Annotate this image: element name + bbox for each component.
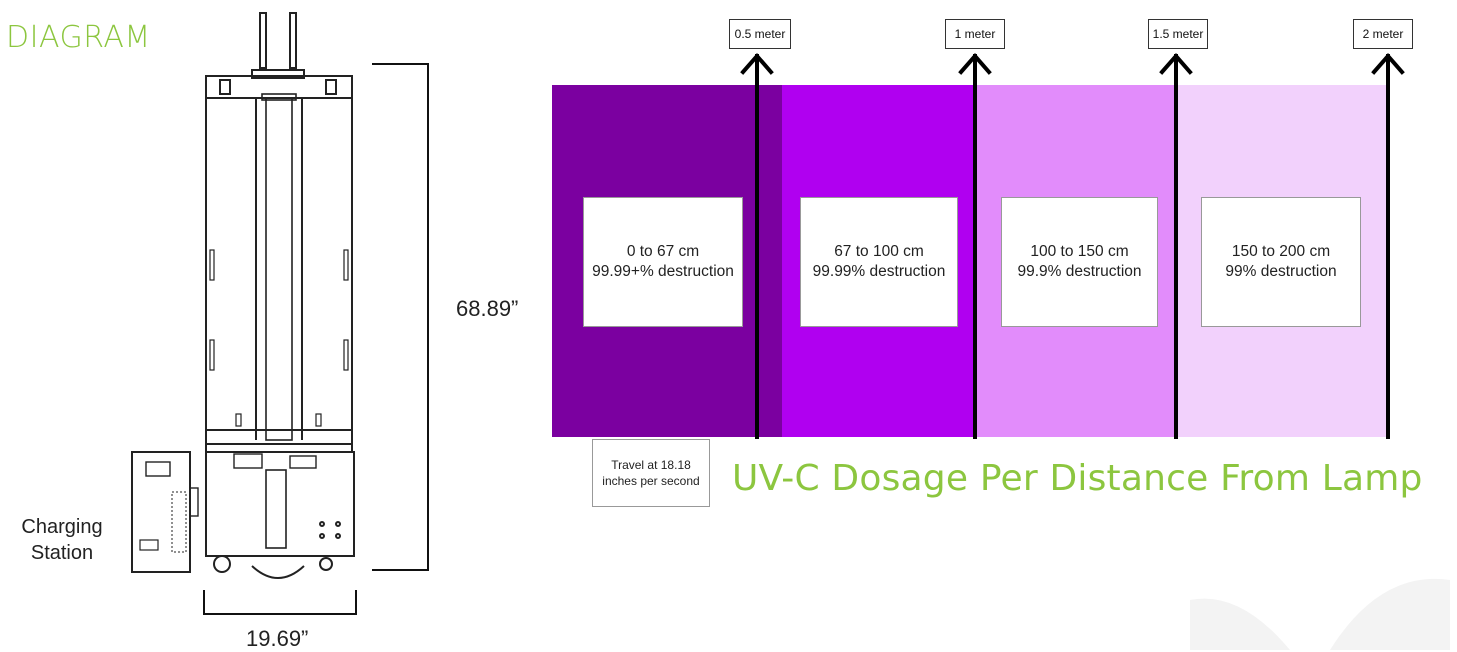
antenna-right	[289, 12, 297, 69]
width-dimension-label: 19.69”	[246, 626, 309, 651]
zone-range: 67 to 100 cm	[834, 243, 924, 260]
width-bracket	[203, 590, 357, 615]
zone-range: 100 to 150 cm	[1030, 243, 1129, 260]
marker-label-2: 1.5 meter	[1148, 19, 1208, 49]
diagram-title: DIAGRAM	[6, 20, 151, 55]
watermark-shape	[1190, 578, 1450, 650]
uv-lamp-tube	[265, 97, 293, 441]
charging-station-label-line2: Station	[30, 542, 94, 564]
travel-speed-note: Travel at 18.18 inches per second	[592, 439, 710, 507]
uvc-dosage-title: UV-C Dosage Per Distance From Lamp	[732, 458, 1423, 499]
travel-note-line1: Travel at 18.18	[611, 458, 691, 472]
height-bracket	[372, 63, 429, 571]
charging-station-label: Charging Station	[10, 514, 114, 566]
antenna-left	[259, 12, 267, 69]
robot-drawing	[131, 12, 429, 615]
marker-label-1: 1 meter	[945, 19, 1005, 49]
zone-label-0: 0 to 67 cm 99.99+% destruction	[583, 197, 743, 327]
zone-effect: 99.99% destruction	[812, 263, 946, 280]
zone-effect: 99.99+% destruction	[592, 263, 734, 280]
robot-base	[205, 451, 355, 557]
zone-label-1: 67 to 100 cm 99.99% destruction	[800, 197, 958, 327]
zone-label-3: 150 to 200 cm 99% destruction	[1201, 197, 1361, 327]
zone-range: 150 to 200 cm	[1231, 243, 1331, 260]
height-dimension-label: 68.89”	[456, 296, 519, 321]
zone-effect: 99% destruction	[1225, 263, 1337, 280]
zone-effect: 99.9% destruction	[1017, 263, 1142, 280]
marker-label-0: 0.5 meter	[729, 19, 791, 49]
charging-station-label-line1: Charging	[21, 516, 103, 538]
zone-label-2: 100 to 150 cm 99.9% destruction	[1001, 197, 1158, 327]
marker-label-3: 2 meter	[1353, 19, 1413, 49]
wheel-icon	[213, 555, 231, 573]
zone-range: 0 to 67 cm	[626, 243, 700, 260]
travel-note-line2: inches per second	[602, 474, 700, 488]
